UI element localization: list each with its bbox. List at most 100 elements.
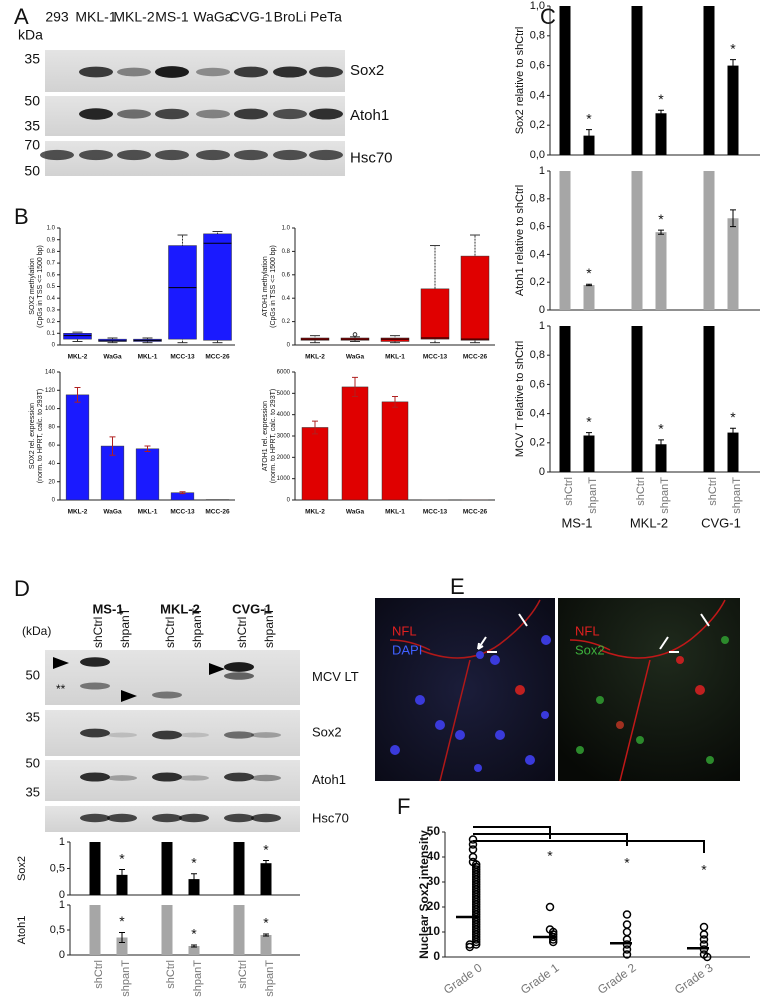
significance: * — [263, 915, 269, 931]
blot-row-label: Hsc70 — [350, 149, 393, 166]
blot-band — [117, 149, 151, 161]
mw-marker: 35 — [24, 118, 40, 134]
x-tick-label: MCC-26 — [463, 354, 488, 361]
micrograph-left — [375, 598, 555, 782]
error-bar — [352, 376, 358, 398]
y-tick-label: 0,4 — [530, 248, 545, 260]
y-tick-label: 120 — [45, 388, 56, 394]
y-tick-label: 0,2 — [530, 276, 545, 288]
lane-label: shCtrl — [235, 617, 249, 648]
y-axis-label: ATOH1 rel. expression — [262, 401, 269, 471]
blot-band — [309, 66, 343, 78]
mw-marker: 50 — [26, 755, 40, 770]
y-tick-label: 40 — [427, 849, 441, 863]
error-bar — [658, 439, 664, 450]
bar — [583, 135, 595, 155]
y-tick-label: 0.6 — [47, 272, 56, 278]
data-point — [545, 902, 555, 912]
x-tick-label: MCC-26 — [205, 354, 230, 361]
y-tick-label: 0.5 — [47, 284, 56, 290]
y-axis-label: Atoh1 relative to shCtrl — [514, 185, 526, 296]
blot-band — [80, 813, 110, 823]
lane-label: shCtrl — [163, 617, 177, 648]
lane-label: shpanT — [262, 607, 276, 648]
bar — [341, 386, 369, 501]
y-axis-label: (norm. to HPRT, calc. to 293T) — [37, 389, 44, 483]
y-tick-label: 30 — [427, 874, 441, 888]
y-tick-label: 1 — [539, 320, 545, 332]
lane-label: shpanT — [118, 607, 132, 648]
group-label: MKL-2 — [630, 515, 668, 530]
bar — [703, 6, 715, 155]
blot-band — [234, 108, 268, 120]
bar — [116, 874, 128, 895]
blot-band — [251, 774, 281, 782]
error-bar — [191, 944, 197, 948]
error-bar — [730, 59, 736, 73]
box — [420, 288, 450, 340]
blot-band — [80, 728, 110, 738]
blot-band — [179, 732, 209, 738]
lane-label: WaGa — [193, 9, 232, 25]
blot-band — [80, 657, 110, 667]
error-bar — [179, 491, 186, 495]
data-point — [468, 845, 478, 854]
blot-band — [273, 66, 307, 78]
data-point — [468, 835, 478, 844]
y-tick-label: 0.7 — [47, 261, 56, 267]
x-tick-label: Grade 2 — [595, 960, 639, 997]
y-tick-label: 0,8 — [530, 193, 545, 205]
blot-band — [224, 662, 254, 672]
significance: * — [547, 848, 553, 864]
y-tick-label: 0.2 — [47, 319, 56, 325]
micrograph-right — [558, 598, 740, 782]
blot-band — [234, 66, 268, 78]
significance: * — [624, 855, 630, 871]
bar — [233, 905, 245, 955]
bar — [703, 171, 715, 310]
y-tick-label: 0,6 — [530, 221, 545, 233]
error-bar — [730, 209, 736, 228]
bar — [65, 394, 90, 501]
y-tick-label: 1 — [539, 165, 545, 177]
y-tick-label: 0 — [59, 889, 65, 901]
error-bar — [586, 432, 592, 439]
x-tick-label: MCC-13 — [423, 354, 448, 361]
panel-label: B — [14, 204, 29, 229]
bar — [116, 937, 128, 955]
bar — [135, 448, 160, 501]
x-tick-label: shCtrl — [707, 477, 719, 506]
x-tick-label: Grade 3 — [672, 960, 716, 997]
data-point — [622, 950, 632, 959]
bar — [161, 842, 173, 895]
bar — [89, 905, 101, 955]
error-bar — [586, 283, 592, 287]
blot-band — [273, 149, 307, 161]
y-tick-label: 0 — [287, 498, 291, 504]
y-tick-label: 1 — [59, 836, 65, 848]
y-tick-label: 20 — [48, 479, 55, 485]
data-point — [699, 935, 709, 944]
y-axis-label: (norm. to HPRT, calc. to 293T) — [270, 389, 277, 483]
lane-label: 293 — [45, 9, 69, 25]
panel-label: C — [540, 4, 556, 29]
y-axis-label: ATOH1 methylation — [262, 256, 269, 317]
y-tick-label: 0.4 — [47, 296, 56, 302]
y-tick-label: 0.1 — [47, 331, 56, 337]
blot-band — [196, 149, 230, 161]
blot-band — [107, 732, 137, 738]
blot-band — [251, 732, 281, 738]
error-bar — [658, 109, 664, 117]
y-tick-label: 0,2 — [530, 437, 545, 449]
box — [98, 338, 127, 342]
x-tick-label: MKL-2 — [68, 509, 88, 516]
bar — [631, 6, 643, 155]
x-tick-label: WaGa — [346, 354, 365, 361]
bar — [559, 326, 571, 472]
mw-marker: 35 — [24, 51, 40, 67]
blot-band — [179, 775, 209, 781]
blot-band — [117, 109, 151, 119]
mw-marker: 50 — [26, 667, 40, 682]
y-tick-label: 0,8 — [530, 349, 545, 361]
